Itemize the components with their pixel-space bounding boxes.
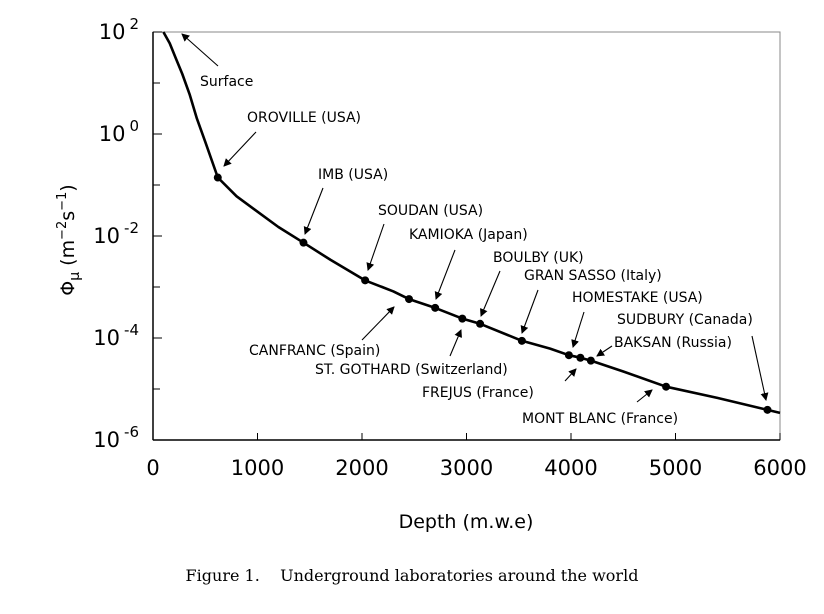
annotation-label: CANFRANC (Spain) [249, 343, 380, 359]
annotation-arrow [434, 249, 456, 300]
annotation-label: KAMIOKA (Japan) [409, 227, 528, 243]
lab-point [361, 276, 370, 285]
annotation-label: HOMESTAKE (USA) [572, 290, 703, 306]
lab-point [299, 238, 308, 247]
annotation-label: ST. GOTHARD (Switzerland) [315, 362, 508, 378]
y-axis-title-units-open: (m [57, 240, 79, 266]
figure-caption: Figure 1. Underground laboratories aroun… [0, 566, 824, 585]
caption-label: Figure 1. [185, 566, 260, 585]
y-axis-title: Φμ (m−2s−1) [55, 184, 83, 295]
muon-flux-chart: 0 1000 2000 3000 4000 5000 6000 10 2 10 0 10 -2 10 -4 1… [55, 15, 807, 533]
x-tick-label: 4000 [544, 456, 597, 480]
y-axis-title-exp2: −1 [55, 192, 70, 211]
annotation-label: GRAN SASSO (Italy) [524, 268, 662, 284]
annotation-arrow [449, 329, 462, 357]
y-tick-label: 10 -6 [93, 423, 139, 452]
annotation-arrow [751, 335, 769, 401]
y-tick-label: 10 -4 [93, 321, 139, 350]
lab-point [213, 173, 222, 182]
x-tick-label: 6000 [753, 456, 806, 480]
y-tick-label: 10 2 [99, 15, 139, 44]
lab-point [576, 353, 585, 362]
y-axis-title-mid: s [57, 211, 79, 221]
lab-point [763, 405, 772, 414]
annotation-label: FREJUS (France) [422, 385, 534, 401]
annotation-label: SUDBURY (Canada) [617, 312, 753, 328]
lab-point [517, 336, 526, 345]
y-tick-label: 10 -2 [93, 219, 139, 248]
annotation-label: BAKSAN (Russia) [614, 335, 732, 351]
annotation-arrow [366, 223, 385, 271]
lab-point [458, 314, 467, 323]
y-axis-title-symbol: Φ [57, 281, 79, 296]
y-axis-title-subscript: μ [67, 272, 83, 281]
lab-point [564, 351, 573, 360]
lab-point [662, 382, 671, 391]
annotation-arrow [361, 306, 395, 341]
x-axis-title: Depth (m.w.e) [399, 511, 534, 533]
svg-text:Φμ(m−2s−1): Φμ (m−2s−1) [55, 184, 83, 295]
annotation-arrow [571, 311, 585, 348]
lab-point [586, 356, 595, 365]
annotation-arrow [480, 270, 501, 317]
lab-point [476, 319, 485, 328]
flux-curve [162, 31, 781, 415]
x-tick-label: 5000 [649, 456, 702, 480]
lab-point [405, 295, 414, 304]
annotation-label: MONT BLANC (France) [522, 411, 678, 427]
annotation-label: OROVILLE (USA) [247, 110, 361, 126]
annotation-arrow [596, 345, 613, 357]
caption-text: Underground laboratories around the worl… [280, 566, 639, 585]
annotation-label: IMB (USA) [318, 167, 388, 183]
y-axis-title-exp1: −2 [55, 221, 70, 240]
annotation-label: BOULBY (UK) [493, 250, 584, 266]
lab-point [431, 303, 440, 312]
annotation-arrow [181, 33, 219, 67]
y-axis-title-units-close: ) [57, 184, 79, 191]
annotation-arrow [303, 187, 324, 235]
annotation-arrow [223, 131, 257, 167]
annotation-arrow [520, 289, 539, 334]
annotation-label: SOUDAN (USA) [378, 203, 483, 219]
annotation-label: Surface [200, 74, 253, 90]
x-tick-label: 3000 [440, 456, 493, 480]
x-tick-label: 0 [146, 456, 159, 480]
annotation-arrow [564, 368, 577, 382]
y-tick-label: 10 0 [99, 117, 139, 146]
x-tick-label: 1000 [231, 456, 284, 480]
x-tick-label: 2000 [335, 456, 388, 480]
annotation-arrow [636, 389, 653, 403]
